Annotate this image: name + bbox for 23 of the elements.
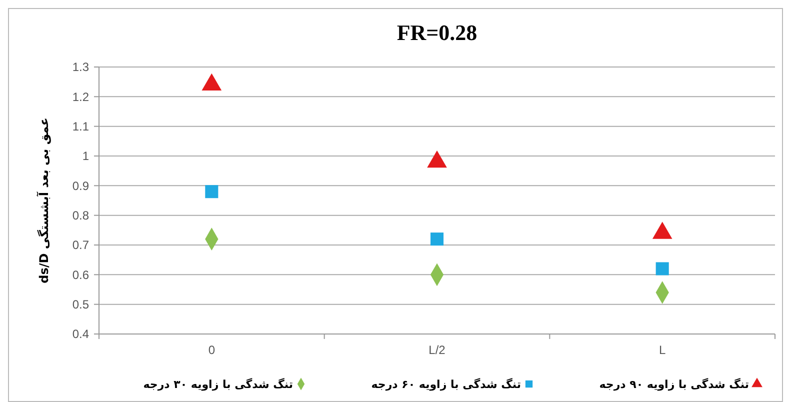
point [656,262,669,276]
legend-label: تنگ شدگی با زاویه ۹۰ درجه [599,378,749,391]
y-tick-label: 0.6 [72,268,90,282]
y-tick-label: 0.7 [72,238,90,252]
point [427,150,447,168]
y-tick-label: 0.5 [72,298,90,312]
y-tick-label: 0.8 [72,208,90,223]
y-tick-label: 0.9 [72,178,90,193]
point [430,232,444,246]
y-axis-title: عمق بی بعد آبشستگی ds/D [36,118,51,284]
x-tick-label: L [658,343,666,357]
legend-label: تنگ شدگی با زاویه ۶۰ درجه [371,378,521,391]
x-tick-label: 0 [208,343,216,357]
x-tick-label: L/2 [428,343,446,357]
chart-title: FR=0.28 [396,20,478,45]
y-tick-label: 1.2 [72,90,90,104]
y-tick-label: 1 [82,149,90,164]
legend-label: تنگ شدگی با زاویه ۳۰ درجه [143,378,293,391]
y-tick-label: 1.3 [72,60,90,74]
point [202,73,222,91]
y-tick-label: 1.1 [72,120,90,134]
y-tick-label: 0.4 [72,327,90,342]
point [205,185,218,198]
